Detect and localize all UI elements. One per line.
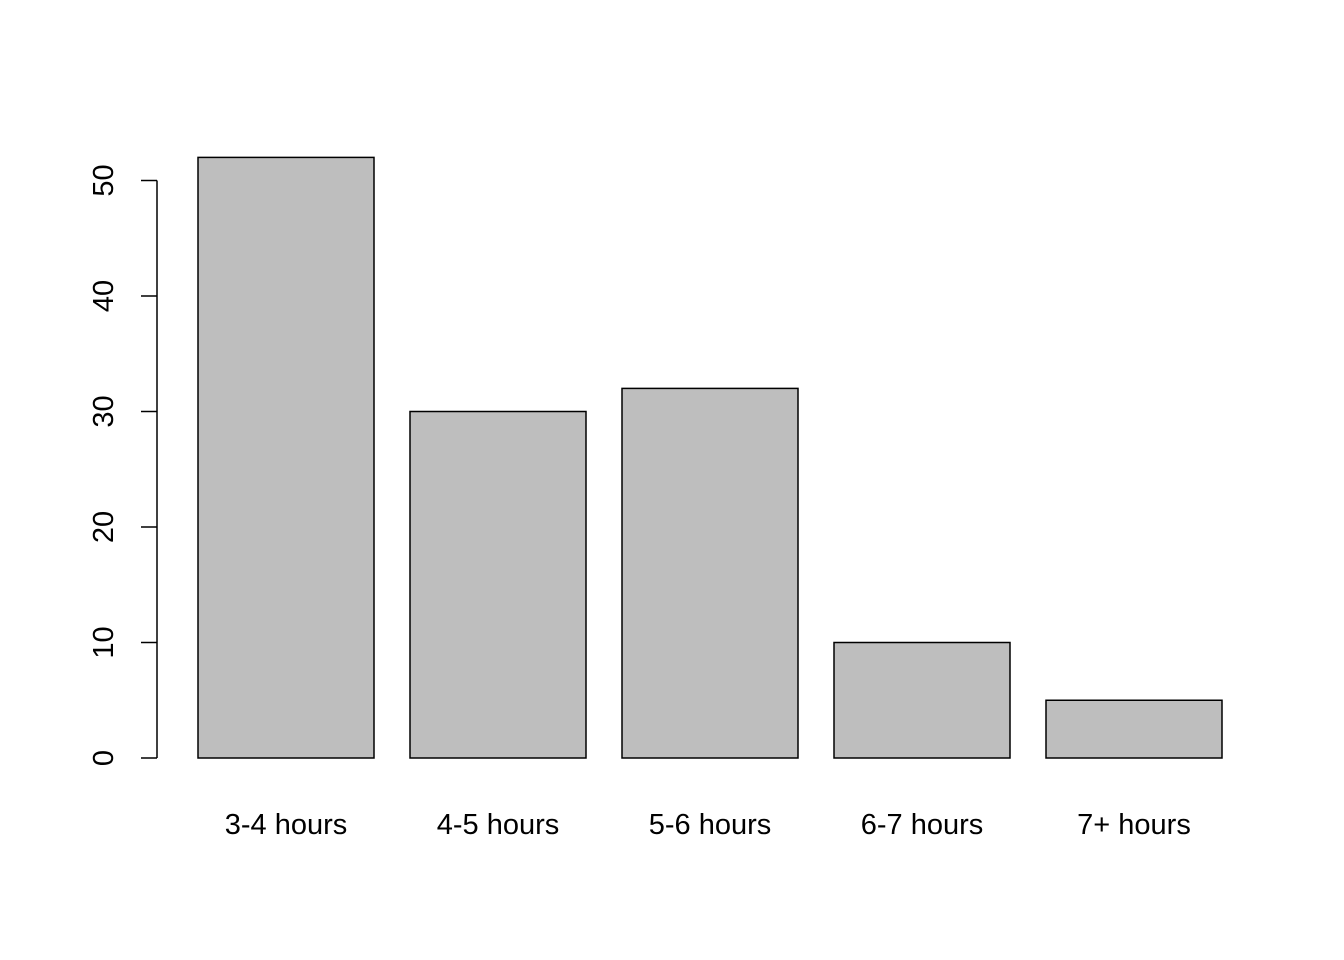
category-label: 3-4 hours — [225, 809, 348, 841]
y-tick-label: 20 — [88, 511, 120, 543]
bar-4 — [833, 641, 1011, 759]
y-tick-label: 40 — [88, 280, 120, 312]
bar-1 — [197, 156, 375, 759]
category-labels: 3-4 hours 4-5 hours 5-6 hours 6-7 hours 7+ h… — [225, 809, 1191, 841]
bar-3 — [621, 387, 799, 759]
y-tick-label: 50 — [88, 164, 120, 196]
y-tick-label: 30 — [88, 395, 120, 427]
bar-2 — [409, 410, 587, 759]
category-label: 7+ hours — [1077, 809, 1191, 841]
category-label: 5-6 hours — [649, 809, 772, 841]
y-axis: 0 10 20 30 40 50 — [88, 164, 158, 766]
bars-group — [197, 156, 1223, 759]
y-tick-label: 0 — [88, 750, 120, 766]
category-label: 4-5 hours — [437, 809, 560, 841]
y-tick-label: 10 — [88, 626, 120, 658]
bar-5 — [1045, 699, 1223, 759]
category-label: 6-7 hours — [861, 809, 984, 841]
